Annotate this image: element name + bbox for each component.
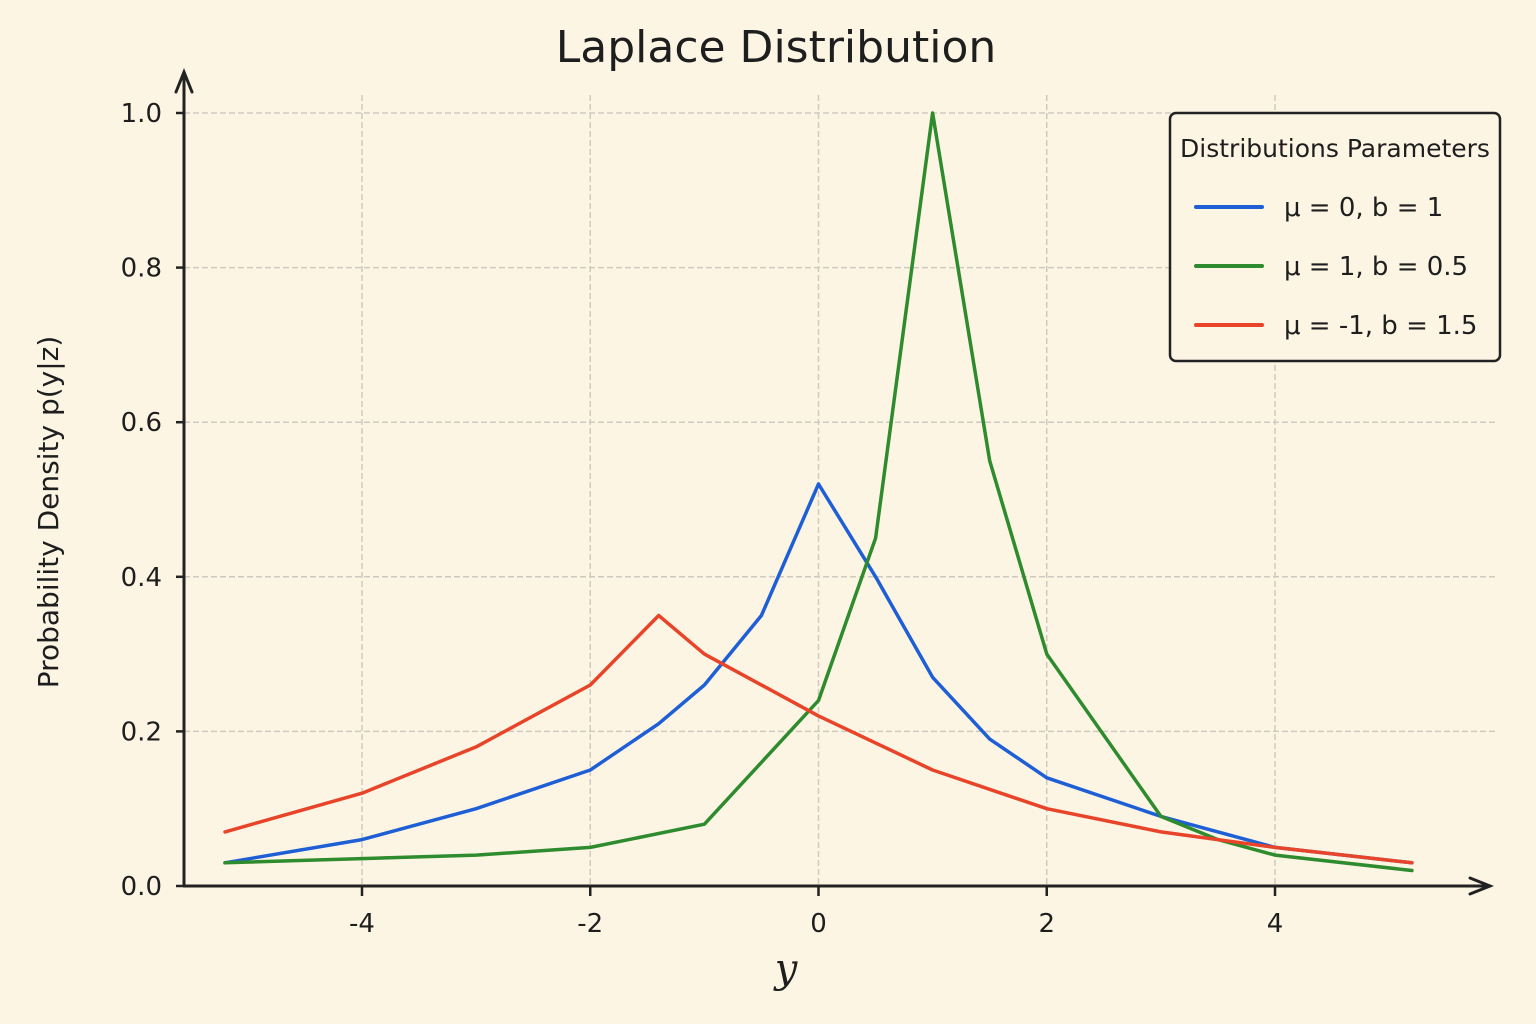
y-tick-label: 0.2 bbox=[121, 717, 162, 747]
y-tick-label: 0.0 bbox=[121, 872, 162, 902]
legend-label-3: μ = -1, b = 1.5 bbox=[1284, 311, 1477, 341]
y-axis-label: Probability Density p(y|z) bbox=[32, 336, 65, 689]
x-tick-label: -2 bbox=[577, 909, 603, 939]
series-layer bbox=[223, 111, 1414, 873]
legend-label-2: μ = 1, b = 0.5 bbox=[1284, 252, 1468, 282]
chart-title: Laplace Distribution bbox=[556, 22, 997, 73]
x-tick-label: 4 bbox=[1267, 909, 1284, 939]
y-tick-label: 0.8 bbox=[121, 254, 162, 284]
legend: Distributions Parameters μ = 0, b = 1μ =… bbox=[1168, 111, 1502, 363]
x-axis-arrow bbox=[1468, 876, 1495, 896]
legend-items: μ = 0, b = 1 μ = 1, b = 0.5 μ = -1, b = 1.… bbox=[1194, 193, 1477, 341]
y-tick-label: 0.6 bbox=[121, 408, 162, 438]
y-axis-arrow bbox=[174, 67, 194, 94]
x-tick-label: 2 bbox=[1038, 909, 1055, 939]
legend-label-1: μ = 0, b = 1 bbox=[1284, 193, 1443, 223]
y-tick-label: 0.4 bbox=[121, 563, 162, 593]
legend-box bbox=[1168, 111, 1502, 363]
x-axis-label: y bbox=[773, 946, 799, 992]
x-tick-label: 0 bbox=[810, 909, 827, 939]
legend-title: Distributions Parameters bbox=[1180, 134, 1490, 163]
axes: -4 -2 0 2 4 0.0 0.2 0.4 0.6 0.8 1.0 bbox=[121, 67, 1495, 939]
series-line-3 bbox=[223, 613, 1414, 865]
x-tick-label: -4 bbox=[349, 909, 375, 939]
y-tick-label: 1.0 bbox=[121, 99, 162, 129]
series-line-1 bbox=[223, 482, 1414, 865]
